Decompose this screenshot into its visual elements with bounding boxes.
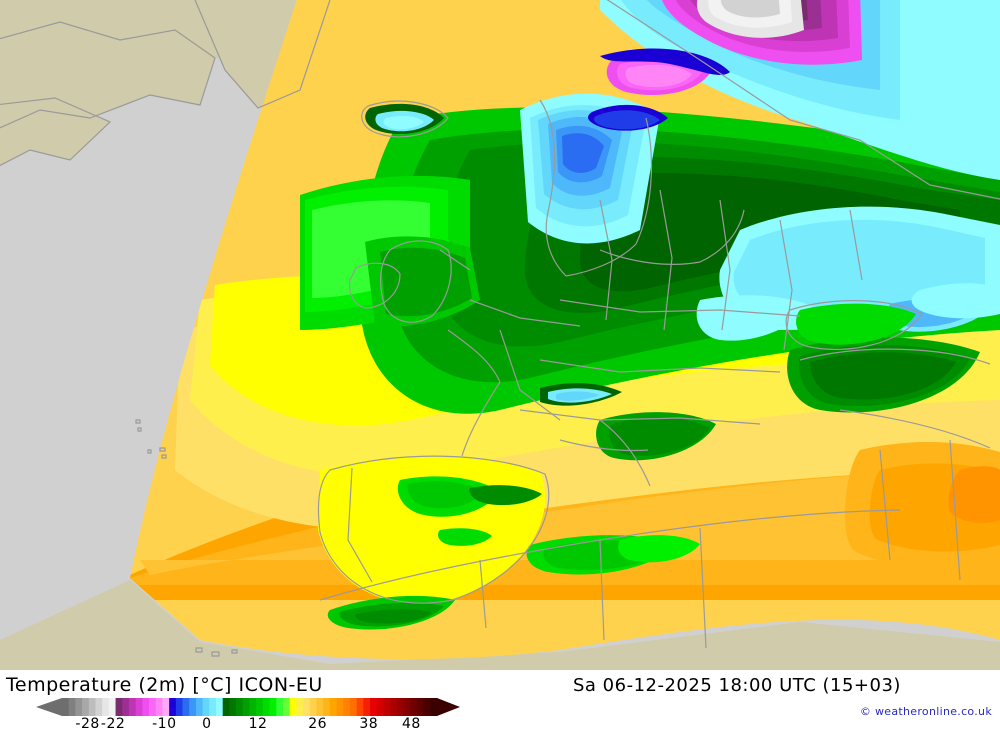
colorbar-segment: [128, 698, 137, 716]
colorbar-segment: [329, 698, 337, 716]
colorbar-tick: 26: [308, 716, 328, 732]
colorbar-segment: [209, 698, 217, 716]
colorbar-segment: [162, 698, 170, 716]
colorbar-right-arrow: [437, 698, 460, 716]
colorbar-segment: [149, 698, 157, 716]
colorbar-segment: [376, 698, 384, 716]
colorbar-tick: 48: [401, 716, 421, 732]
colorbar-segment: [349, 698, 358, 716]
colorbar-left-arrow: [36, 698, 62, 716]
colorbar-segment: [396, 698, 404, 716]
colorbar-segment: [242, 698, 250, 716]
colorbar-segment: [175, 698, 183, 716]
colorbar-segment: [343, 698, 351, 716]
colorbar-segment: [68, 698, 76, 716]
colorbar-segment: [202, 698, 210, 716]
colorbar-segment: [236, 698, 244, 716]
colorbar-segment: [423, 698, 431, 716]
colorbar-segment: [222, 698, 230, 716]
colorbar-swatches: [36, 698, 460, 716]
colorbar-segment: [189, 698, 197, 716]
colorbar-segment: [195, 698, 204, 716]
colorbar-segment: [182, 698, 190, 716]
colorbar-segment: [356, 698, 364, 716]
map-footer: Temperature (2m) [°C] ICON-EU Sa 06-12-2…: [0, 670, 1000, 733]
colorbar-segment: [390, 698, 398, 716]
colorbar-segment: [122, 698, 130, 716]
colorbar-segment: [282, 698, 291, 716]
colorbar-segment: [309, 698, 317, 716]
colorbar-segment: [102, 698, 110, 716]
colorbar-segment: [75, 698, 83, 716]
colorbar-segment: [62, 698, 70, 716]
colorbar-segment: [108, 698, 116, 716]
colorbar-tick: 12: [248, 716, 268, 732]
colorbar-tick: 38: [359, 716, 379, 732]
valid-time-label: Sa 06-12-2025 18:00 UTC (15+03): [573, 675, 901, 696]
colorbar-tick: -22: [100, 716, 126, 732]
colorbar-segment: [370, 698, 378, 716]
colorbar-tick: -28: [75, 716, 100, 732]
colorbar-segment: [82, 698, 90, 716]
map-canvas[interactable]: [0, 0, 1000, 670]
country-borders: [0, 0, 1000, 657]
colorbar-segment: [383, 698, 391, 716]
colorbar-segment: [296, 698, 304, 716]
colorbar-segment: [262, 698, 270, 716]
colorbar-segment: [336, 698, 344, 716]
colorbar-segment: [276, 698, 284, 716]
copyright-label: © weatheronline.co.uk: [859, 705, 992, 718]
colorbar-segment: [323, 698, 331, 716]
colorbar-segment: [142, 698, 150, 716]
colorbar-segment: [88, 698, 96, 716]
colorbar-segment: [135, 698, 143, 716]
colorbar-segment: [115, 698, 123, 716]
colorbar-segment: [410, 698, 418, 716]
colorbar-segment: [269, 698, 277, 716]
colorbar-segment: [363, 698, 371, 716]
colorbar-segment: [249, 698, 257, 716]
temperature-map[interactable]: [0, 0, 1000, 670]
temperature-field: [130, 0, 1000, 660]
colorbar-segment: [403, 698, 411, 716]
colorbar-segment: [229, 698, 237, 716]
temperature-colorbar[interactable]: -28 -22 -10 0 12 26 38 48: [0, 697, 470, 733]
colorbar-segment: [303, 698, 311, 716]
colorbar-segment: [316, 698, 324, 716]
map-title: Temperature (2m) [°C] ICON-EU: [6, 674, 323, 696]
colorbar-segment: [256, 698, 264, 716]
colorbar-tick: -10: [152, 716, 177, 732]
colorbar-segment: [289, 698, 297, 716]
colorbar-segment: [169, 698, 177, 716]
colorbar-segment: [216, 698, 224, 716]
colorbar-segment: [430, 698, 438, 716]
colorbar-segment: [95, 698, 103, 716]
colorbar-segment: [416, 698, 425, 716]
colorbar-segment: [155, 698, 163, 716]
colorbar-tick: 0: [202, 716, 212, 732]
